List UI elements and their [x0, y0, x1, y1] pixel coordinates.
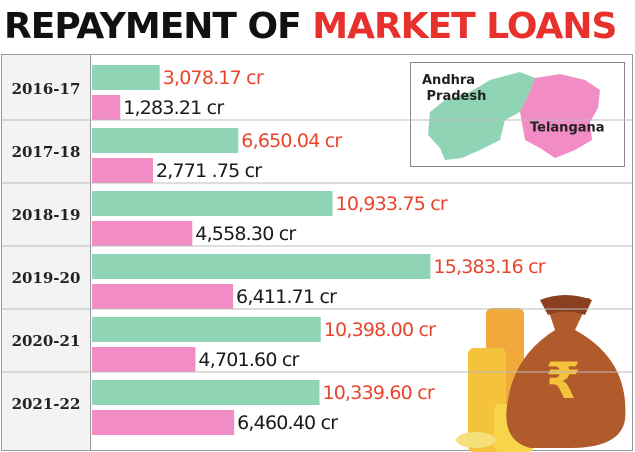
y-tick-label: 2018-19 — [12, 206, 81, 224]
label-column — [1, 54, 91, 451]
data-label: 10,339.60 cr — [322, 382, 434, 404]
coin — [456, 432, 496, 448]
bar — [92, 254, 431, 279]
bar — [92, 284, 234, 309]
decoration: ₹ — [456, 295, 626, 452]
rupee-icon: ₹ — [546, 353, 581, 409]
bar — [92, 128, 239, 153]
data-label: 2,771 .75 cr — [156, 160, 262, 182]
map-andhra — [428, 72, 535, 160]
data-label: 15,383.16 cr — [433, 256, 545, 278]
legend: Andhra Pradesh Telangana — [410, 62, 625, 167]
chart-title: REPAYMENT OF MARKET LOANS — [4, 6, 616, 47]
bar — [92, 410, 235, 435]
data-label: 4,558.30 cr — [195, 223, 296, 245]
bar — [92, 380, 320, 405]
y-tick-label: 2021-22 — [12, 395, 81, 413]
y-tick-label: 2016-17 — [12, 80, 81, 98]
bag-tie — [540, 295, 592, 315]
bar — [92, 317, 321, 342]
legend-label: Telangana — [530, 121, 605, 136]
data-label: 6,650.04 cr — [241, 130, 342, 152]
bar — [92, 158, 153, 183]
data-label: 4,701.60 cr — [198, 349, 299, 371]
data-label: 1,283.21 cr — [123, 97, 224, 119]
data-label: 6,411.71 cr — [236, 286, 337, 308]
title-lead: REPAYMENT OF — [4, 6, 301, 47]
y-tick-label: 2020-21 — [12, 332, 81, 350]
title-highlight: MARKET LOANS — [312, 6, 616, 47]
bar — [92, 221, 193, 246]
y-tick-label: 2017-18 — [12, 143, 81, 161]
y-tick-label: 2019-20 — [12, 269, 81, 287]
map-telangana — [520, 74, 600, 158]
bar — [92, 65, 160, 90]
bar — [92, 191, 333, 216]
data-label: 10,933.75 cr — [336, 193, 448, 215]
data-label: 3,078.17 cr — [163, 67, 264, 89]
money-bag — [506, 298, 626, 448]
bar — [92, 95, 121, 120]
legend-label: Andhra Pradesh — [422, 73, 486, 104]
bar — [92, 347, 196, 372]
data-label: 10,398.00 cr — [324, 319, 436, 341]
data-label: 6,460.40 cr — [237, 412, 338, 434]
